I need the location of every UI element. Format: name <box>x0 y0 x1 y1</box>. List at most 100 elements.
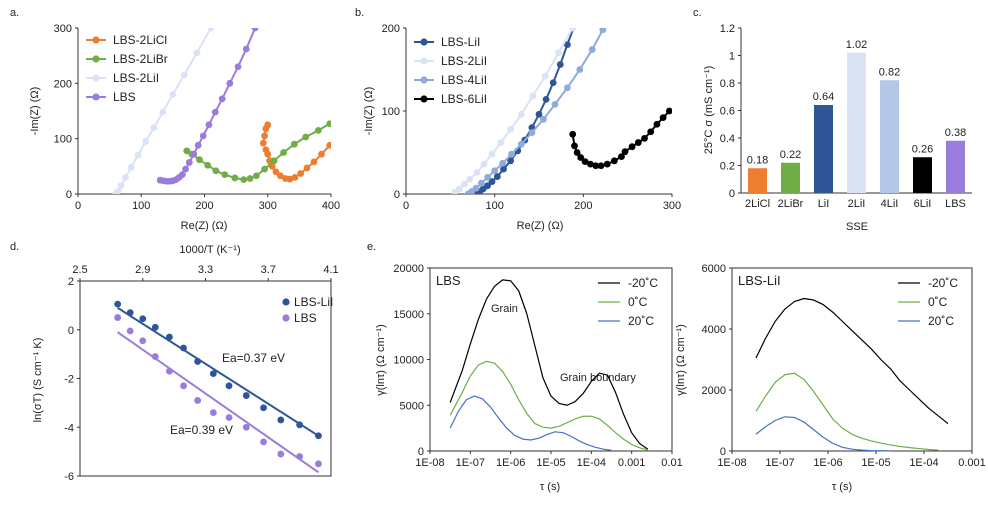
legend-label: LBS-LiI <box>294 295 333 309</box>
data-point <box>204 161 212 169</box>
series-LBS-6LiI <box>569 107 672 170</box>
data-point <box>628 143 636 151</box>
x-tick-label: LBS <box>945 198 966 210</box>
axis-title-e1-x: τ (s) <box>540 481 560 493</box>
data-point <box>221 171 229 179</box>
x-tick-label: 1E-07 <box>765 457 794 469</box>
bar-value-label: 0.64 <box>813 91 834 103</box>
series-LBS <box>156 28 259 185</box>
data-point <box>126 327 134 335</box>
series-line-0˚C <box>449 360 648 451</box>
y-tick-label: 5000 <box>400 400 424 412</box>
data-point <box>231 174 239 182</box>
legend-label: 20˚C <box>628 314 654 328</box>
x-tick-label: 2.9 <box>135 264 150 276</box>
data-point <box>641 134 648 142</box>
y-tick-label: 1.2 <box>720 23 735 35</box>
axis-title-b-x: Re(Z) (Ω) <box>517 220 564 232</box>
data-point <box>242 45 250 53</box>
x-tick-label: 100 <box>485 200 503 212</box>
data-point <box>252 172 260 180</box>
x-tick-label: 3.3 <box>198 264 213 276</box>
axis-title-e1-y: γ(lnτ) (Ω cm⁻¹) <box>375 324 387 396</box>
fit-line-LBS-LiI <box>117 306 319 437</box>
data-point <box>193 49 201 57</box>
data-point <box>122 174 129 181</box>
x-tick-label: 6LiI <box>914 198 932 210</box>
bar-4LiI <box>880 80 899 193</box>
legend-label: LBS-2LiBr <box>113 52 168 66</box>
panel-title-e2: LBS-LiI <box>738 273 781 288</box>
axis-title-c-x: SSE <box>846 221 868 233</box>
y-tick-label: 0.4 <box>720 133 735 145</box>
data-point <box>472 184 480 192</box>
data-point <box>577 154 585 161</box>
data-point <box>507 157 515 165</box>
data-point <box>529 92 537 100</box>
data-point <box>573 149 581 156</box>
axis-title-b-y: -Im(Z) (Ω) <box>363 87 375 136</box>
data-point <box>555 49 562 57</box>
data-point <box>326 120 331 128</box>
data-point <box>484 174 491 181</box>
data-point <box>277 416 285 424</box>
x-tick-label: 0 <box>75 200 81 212</box>
data-point <box>226 79 234 87</box>
fit-line-LBS <box>117 331 320 474</box>
data-point <box>569 130 577 138</box>
data-point <box>634 139 642 146</box>
panel-label-e: e. <box>367 241 376 253</box>
x-tick-label: 0 <box>403 200 409 212</box>
data-point <box>290 140 298 148</box>
data-point <box>205 121 213 129</box>
annotation-grain: Grain <box>491 303 518 315</box>
data-point <box>225 414 233 421</box>
plot-frame <box>731 267 973 452</box>
data-point <box>659 114 667 122</box>
data-point <box>647 128 655 136</box>
data-point <box>182 165 189 173</box>
legend-label: 20˚C <box>928 314 954 328</box>
x-tick-label: 4LiI <box>881 198 899 210</box>
series-line-0˚C <box>755 372 939 451</box>
panel-label-b: b. <box>355 7 364 19</box>
series-line <box>467 29 604 194</box>
y-tick-label: 1 <box>729 51 735 63</box>
y-tick-label: 10000 <box>393 355 424 367</box>
data-point <box>488 178 496 185</box>
y-tick-label: 200 <box>54 78 72 90</box>
data-point <box>270 157 278 165</box>
y-tick-label: 4000 <box>702 324 726 336</box>
x-tick-label: 2LiI <box>848 198 866 210</box>
x-tick-label: 200 <box>195 200 213 212</box>
data-point <box>151 353 159 360</box>
data-point <box>541 72 549 80</box>
x-tick-label: 2LiBr <box>778 198 804 210</box>
data-point <box>310 158 318 166</box>
data-point <box>497 139 505 146</box>
y-tick-label: 300 <box>54 23 72 35</box>
data-point <box>508 150 515 158</box>
data-point <box>264 150 272 158</box>
data-point <box>296 421 304 429</box>
data-point <box>528 129 536 136</box>
y-tick-label: 0 <box>394 189 400 201</box>
legend-label: LBS-6LiI <box>441 92 487 106</box>
data-point <box>563 41 571 48</box>
data-point <box>240 176 248 184</box>
axis-title-a-x: Re(Z) (Ω) <box>181 220 228 232</box>
series-LBS-2LiCl <box>259 121 331 183</box>
legend-swatch-marker <box>92 74 100 82</box>
data-point <box>542 95 550 103</box>
data-point <box>180 344 187 352</box>
data-point <box>159 108 167 116</box>
annotation-grain-boundary: Grain boundary <box>560 372 636 384</box>
data-point <box>493 173 501 180</box>
y-tick-label: -6 <box>64 471 74 483</box>
x-tick-label: 400 <box>322 200 340 212</box>
legend-label: LBS <box>294 311 317 325</box>
data-point <box>194 358 202 365</box>
data-point <box>572 20 579 27</box>
data-point <box>569 28 577 32</box>
y-tick-label: 200 <box>382 23 400 35</box>
